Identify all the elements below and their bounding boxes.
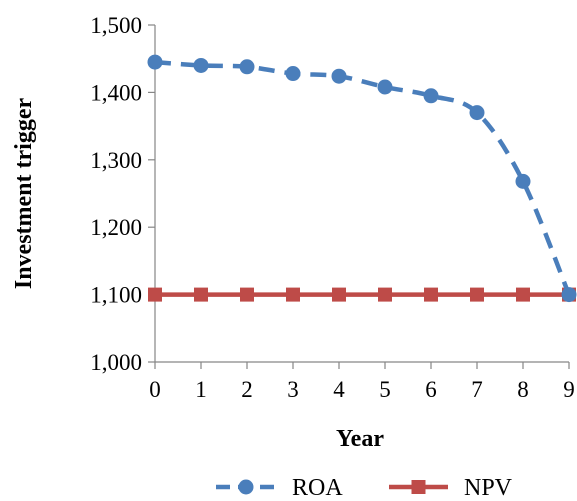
data-point-npv: [378, 287, 392, 302]
data-point-roa: [147, 54, 163, 70]
x-tick-label: 6: [425, 377, 437, 402]
x-tick-label: 3: [287, 377, 299, 402]
y-tick-label: 1,200: [90, 215, 142, 240]
data-point-roa: [469, 105, 485, 121]
x-tick-labels: 0 1 2 3 4 5 6 7 8 9: [149, 362, 575, 402]
series-line-roa: [154, 59, 572, 296]
data-point-npv: [516, 287, 530, 302]
data-point-npv: [194, 287, 208, 302]
data-point-npv: [148, 287, 162, 302]
y-tick-label: 1,100: [90, 283, 142, 308]
data-point-roa: [285, 66, 301, 82]
data-point-npv: [286, 287, 300, 302]
legend: ROA NPV: [216, 475, 513, 501]
x-tick-label: 9: [563, 377, 575, 402]
data-point-npv: [332, 287, 346, 302]
x-tick-label: 4: [333, 377, 345, 402]
data-point-roa: [331, 68, 347, 84]
y-tick-label: 1,400: [90, 80, 142, 105]
y-tick-labels: 1,000 1,100 1,200 1,300 1,400 1,500: [90, 13, 155, 375]
data-point-roa: [423, 88, 439, 104]
x-tick-label: 1: [195, 377, 207, 402]
data-point-npv: [240, 287, 254, 302]
axes: [154, 25, 569, 363]
x-tick-label: 7: [471, 377, 483, 402]
y-tick-label: 1,300: [90, 148, 142, 173]
data-point-roa: [561, 287, 577, 303]
data-point-roa: [193, 57, 209, 73]
x-tick-label: 0: [149, 377, 161, 402]
x-tick-label: 2: [241, 377, 253, 402]
legend-marker-npv: [411, 480, 426, 494]
legend-label-npv: NPV: [464, 475, 513, 501]
data-point-npv: [470, 287, 484, 302]
data-point-roa: [377, 79, 393, 95]
legend-label-roa: ROA: [292, 475, 343, 501]
series-layer: [147, 54, 577, 303]
y-tick-label: 1,500: [90, 13, 142, 38]
data-point-roa: [239, 59, 255, 75]
x-tick-label: 5: [379, 377, 391, 402]
data-point-roa: [515, 173, 531, 189]
x-axis-title: Year: [336, 426, 384, 452]
y-axis-title: Investment trigger: [11, 98, 37, 290]
y-tick-label: 1,000: [90, 350, 142, 375]
x-tick-label: 8: [517, 377, 529, 402]
data-point-npv: [424, 287, 438, 302]
legend-marker-roa: [238, 479, 254, 495]
